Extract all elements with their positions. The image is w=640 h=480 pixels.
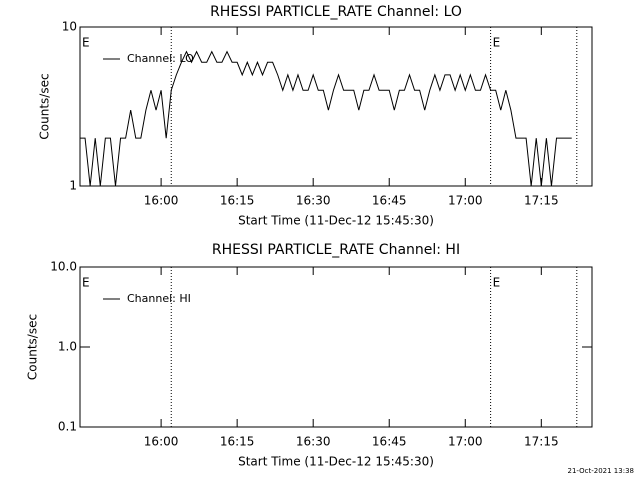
plot-frame	[79, 26, 593, 187]
annotation: E	[82, 36, 90, 50]
y-axis-label: Counts/sec	[38, 73, 52, 139]
x-tick-label: 17:00	[448, 194, 483, 208]
legend-label: Channel: HI	[127, 292, 191, 305]
x-tick-label: 16:00	[144, 194, 179, 208]
x-tick-label: 16:15	[220, 194, 255, 208]
y-tick-label: 0.1	[58, 420, 77, 434]
x-tick-label: 17:15	[524, 435, 559, 449]
y-axis-label: Counts/sec	[26, 314, 40, 380]
x-tick-label: 16:15	[220, 435, 255, 449]
x-tick-label: 17:00	[448, 435, 483, 449]
annotation: E	[493, 276, 501, 290]
annotation: E	[82, 276, 90, 290]
chart-title: RHESSI PARTICLE_RATE Channel: LO	[210, 4, 462, 20]
y-tick-label: 10.0	[50, 260, 77, 274]
x-tick-label: 16:30	[296, 194, 331, 208]
y-tick-label: 10	[62, 20, 77, 34]
data-line	[80, 50, 572, 187]
legend-label: Channel: LO	[127, 52, 194, 65]
y-tick-label: 1.0	[58, 340, 77, 354]
chart-title: RHESSI PARTICLE_RATE Channel: HI	[212, 242, 460, 258]
x-tick-label: 17:15	[524, 194, 559, 208]
x-tick-label: 16:30	[296, 435, 331, 449]
y-tick-label: 1	[69, 179, 77, 193]
x-tick-label: 16:00	[144, 435, 179, 449]
x-tick-label: 16:45	[372, 435, 407, 449]
x-tick-label: 16:45	[372, 194, 407, 208]
x-axis-label: Start Time (11-Dec-12 15:45:30)	[238, 455, 434, 469]
x-axis-label: Start Time (11-Dec-12 15:45:30)	[238, 214, 434, 228]
footer: 21-Oct-2021 13:38	[568, 467, 634, 475]
annotation: E	[493, 36, 501, 50]
